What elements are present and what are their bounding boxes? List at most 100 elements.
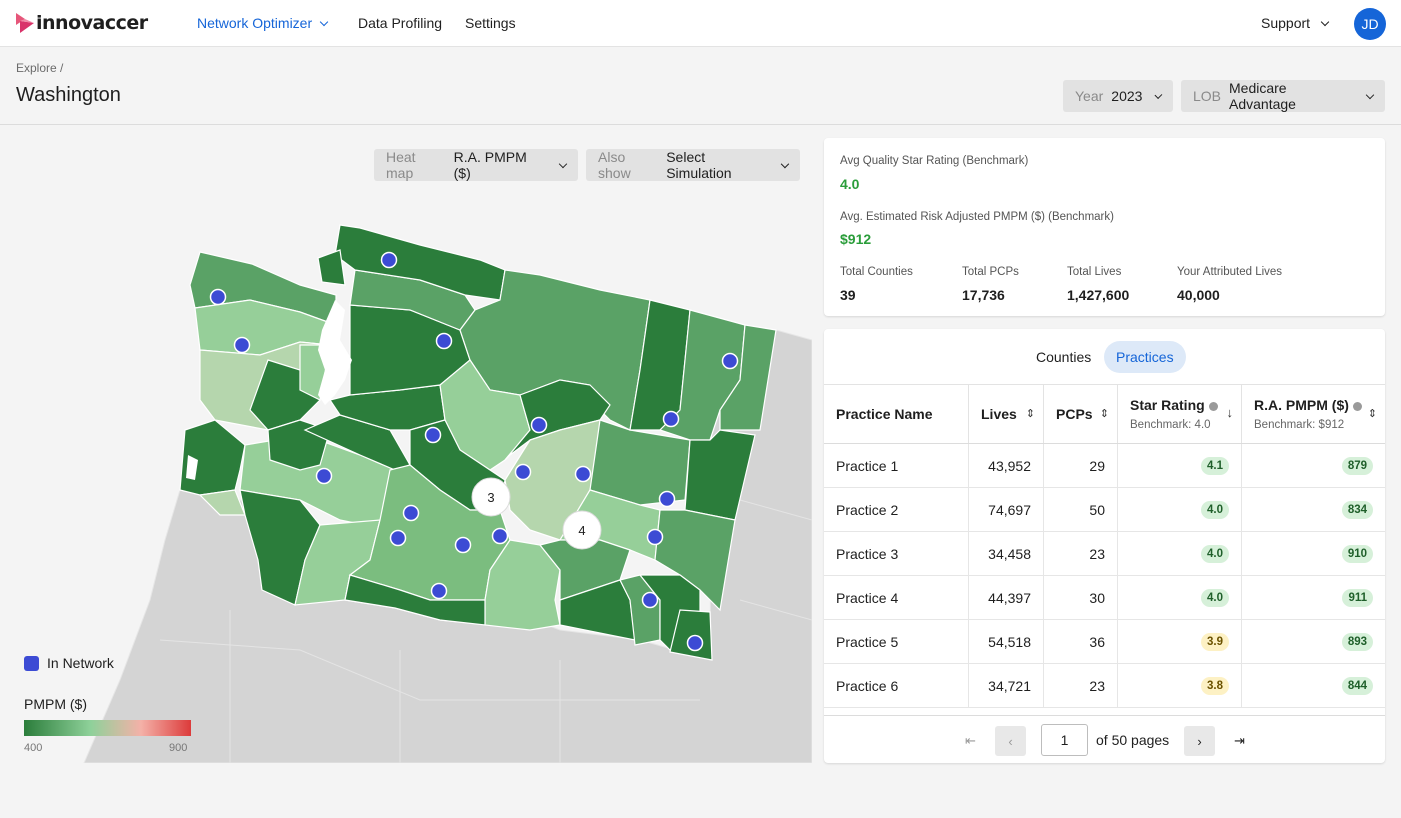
- sort-icon[interactable]: ⇕: [1025, 408, 1035, 420]
- nav-network-optimizer[interactable]: Network Optimizer: [197, 15, 329, 31]
- in-network-marker[interactable]: [721, 352, 739, 370]
- col-lives[interactable]: Lives ⇕: [969, 385, 1044, 443]
- cell-star-rating: 4.0: [1118, 488, 1242, 532]
- table-row[interactable]: Practice 6 34,721 23 3.8 844: [824, 664, 1385, 708]
- also-show-dropdown-label: Also show: [598, 149, 631, 181]
- heatmap-dropdown[interactable]: Heat map R.A. PMPM ($): [374, 149, 578, 181]
- lives-value: 34,458: [988, 546, 1031, 562]
- cell-pcps: 23: [1044, 532, 1118, 576]
- county-san-juan[interactable]: [317, 249, 346, 286]
- in-network-marker[interactable]: [514, 463, 532, 481]
- nav-network-optimizer-label: Network Optimizer: [197, 15, 313, 31]
- info-icon[interactable]: [1208, 401, 1218, 411]
- innovaccer-logo[interactable]: innovaccer: [16, 12, 148, 34]
- cluster-count: 3: [487, 490, 494, 505]
- in-network-marker[interactable]: [209, 288, 227, 306]
- chevron-down-icon: [1320, 17, 1330, 26]
- col-star-rating[interactable]: Star Rating Benchmark: 4.0 ↓: [1118, 385, 1242, 443]
- in-network-marker[interactable]: [454, 536, 472, 554]
- cell-practice-name[interactable]: Practice 1: [824, 444, 969, 488]
- county-heat-map[interactable]: 3 4: [16, 137, 812, 763]
- in-network-marker[interactable]: [233, 336, 251, 354]
- tab-counties[interactable]: Counties: [1024, 341, 1103, 373]
- user-avatar[interactable]: JD: [1354, 8, 1386, 40]
- cell-star-rating: 3.8: [1118, 664, 1242, 708]
- pcps-value: 29: [1089, 458, 1105, 474]
- last-page-icon[interactable]: ⇥: [1234, 733, 1245, 748]
- table-row[interactable]: Practice 4 44,397 30 4.0 911: [824, 576, 1385, 620]
- cell-practice-name[interactable]: Practice 6: [824, 664, 969, 708]
- lob-dropdown-value: Medicare Advantage: [1229, 80, 1296, 112]
- first-page-icon[interactable]: ⇤: [965, 733, 976, 748]
- avg-star-value: 4.0: [840, 176, 860, 192]
- also-show-dropdown[interactable]: Also show Select Simulation: [586, 149, 800, 181]
- cell-practice-name[interactable]: Practice 2: [824, 488, 969, 532]
- cluster-3[interactable]: 3: [471, 477, 511, 517]
- cell-practice-name[interactable]: Practice 3: [824, 532, 969, 576]
- puget-sound: [318, 300, 352, 405]
- breadcrumb[interactable]: Explore /: [16, 61, 64, 75]
- practice-name: Practice 4: [836, 590, 899, 606]
- chevron-down-icon: [780, 159, 790, 168]
- cell-star-rating: 4.0: [1118, 532, 1242, 576]
- next-page-button[interactable]: ›: [1184, 726, 1215, 756]
- sort-icon[interactable]: ⇕: [1099, 408, 1109, 420]
- in-network-marker[interactable]: [491, 527, 509, 545]
- table-row[interactable]: Practice 2 74,697 50 4.0 834: [824, 488, 1385, 532]
- in-network-marker[interactable]: [686, 634, 704, 652]
- county-chelan[interactable]: [439, 359, 531, 471]
- sort-icon[interactable]: ⇕: [1367, 408, 1377, 420]
- in-network-marker[interactable]: [646, 528, 664, 546]
- table-body: Practice 1 43,952 29 4.1 879 Practice 2 74,697…: [824, 444, 1385, 714]
- in-network-marker[interactable]: [658, 490, 676, 508]
- in-network-marker[interactable]: [641, 591, 659, 609]
- lob-dropdown[interactable]: LOB Medicare Advantage: [1181, 80, 1385, 112]
- in-network-marker[interactable]: [530, 416, 548, 434]
- year-dropdown[interactable]: Year 2023: [1063, 80, 1173, 112]
- in-network-marker[interactable]: [315, 467, 333, 485]
- tab-practices[interactable]: Practices: [1104, 341, 1186, 373]
- in-network-marker[interactable]: [424, 426, 442, 444]
- cell-pcps: 23: [1044, 664, 1118, 708]
- summary-card: Avg Quality Star Rating (Benchmark) 4.0 …: [824, 138, 1385, 316]
- table-row[interactable]: Practice 3 34,458 23 4.0 910: [824, 532, 1385, 576]
- county-whitman[interactable]: [654, 509, 736, 612]
- table-row[interactable]: Practice 1 43,952 29 4.1 879: [824, 444, 1385, 488]
- lives-value: 74,697: [988, 502, 1031, 518]
- in-network-marker[interactable]: [435, 332, 453, 350]
- nav-data-profiling-label: Data Profiling: [358, 15, 443, 31]
- county-pacific[interactable]: [179, 419, 246, 496]
- total-lives-value: 1,427,600: [1067, 287, 1130, 303]
- star-rating-badge: 3.8: [1201, 677, 1229, 695]
- in-network-marker[interactable]: [389, 529, 407, 547]
- page-title: Washington: [16, 84, 121, 106]
- col-practice-name[interactable]: Practice Name: [824, 385, 969, 443]
- total-lives-label: Total Lives: [1067, 266, 1122, 278]
- table-row[interactable]: Practice 5 54,518 36 3.9 893: [824, 620, 1385, 664]
- star-rating-badge: 4.0: [1201, 501, 1229, 519]
- col-pcps[interactable]: PCPs ⇕: [1044, 385, 1118, 443]
- cell-lives: 43,952: [969, 444, 1044, 488]
- in-network-marker[interactable]: [574, 465, 592, 483]
- nav-settings[interactable]: Settings: [465, 15, 516, 31]
- in-network-marker[interactable]: [380, 251, 398, 269]
- col-ra-pmpm[interactable]: R.A. PMPM ($) Benchmark: $912 ⇕: [1242, 385, 1385, 443]
- sort-desc-icon[interactable]: ↓: [1226, 405, 1234, 420]
- col-lives-label: Lives: [981, 406, 1017, 422]
- cell-practice-name[interactable]: Practice 4: [824, 576, 969, 620]
- practice-name: Practice 2: [836, 502, 899, 518]
- info-icon[interactable]: [1352, 401, 1362, 411]
- nav-data-profiling[interactable]: Data Profiling: [358, 15, 442, 31]
- county-klickitat[interactable]: [344, 574, 486, 626]
- cell-practice-name[interactable]: Practice 5: [824, 620, 969, 664]
- cluster-4[interactable]: 4: [562, 510, 602, 550]
- year-dropdown-value: 2023: [1111, 88, 1143, 104]
- heatmap-dropdown-value: R.A. PMPM ($): [453, 149, 527, 181]
- page-number-input[interactable]: 1: [1041, 724, 1088, 756]
- support-menu[interactable]: Support: [1261, 15, 1330, 31]
- star-rating-badge: 4.0: [1201, 589, 1229, 607]
- prev-page-button[interactable]: ‹: [995, 726, 1026, 756]
- in-network-marker[interactable]: [430, 582, 448, 600]
- in-network-marker[interactable]: [402, 504, 420, 522]
- in-network-marker[interactable]: [662, 410, 680, 428]
